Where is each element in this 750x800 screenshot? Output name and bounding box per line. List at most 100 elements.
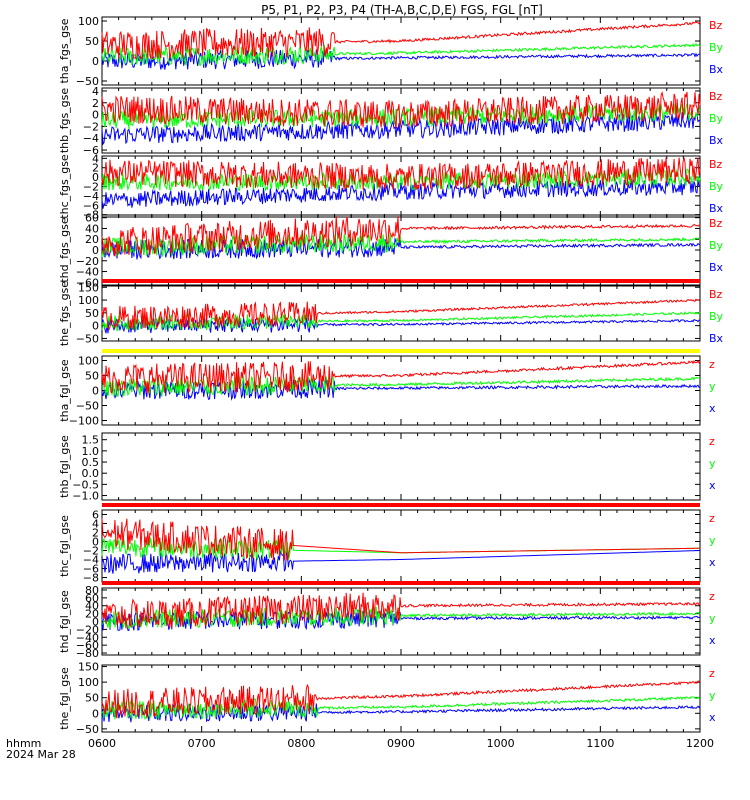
y-tick-label: 0 <box>92 616 99 629</box>
x-tick-label: 1200 <box>686 737 714 750</box>
legend-entry-bx: Bx <box>709 63 724 76</box>
y-tick-label: −8 <box>83 572 99 585</box>
y-tick-label: −40 <box>76 631 99 644</box>
y-tick-label: −2 <box>83 120 99 133</box>
y-tick-label: −20 <box>76 623 99 636</box>
y-tick-label: 0 <box>92 707 99 720</box>
y-axis-label: the_fgs_gse <box>58 281 71 346</box>
y-tick-label: −50 <box>76 332 99 345</box>
y-tick-label: −80 <box>76 647 99 660</box>
y-tick-label: −1.0 <box>72 490 99 503</box>
y-axis-label: tha_fgl_gse <box>58 359 71 422</box>
y-tick-label: 50 <box>85 35 99 48</box>
y-tick-label: 40 <box>85 222 99 235</box>
x-tick-label: 1000 <box>487 737 515 750</box>
y-tick-label: −2 <box>83 181 99 194</box>
y-tick-label: 2 <box>92 97 99 110</box>
y-tick-label: 150 <box>78 661 99 674</box>
panel-frame <box>101 509 701 583</box>
time-axis-label: hhmm <box>6 737 41 750</box>
series-y <box>101 696 701 720</box>
legend-entry-bz: Bz <box>709 158 723 171</box>
series-x <box>101 550 700 574</box>
x-tick-label: 0800 <box>287 737 315 750</box>
series-z <box>101 680 701 719</box>
time-axis-date: 2024 Mar 28 <box>6 748 76 761</box>
series-y <box>101 311 701 332</box>
series-z <box>101 90 701 129</box>
x-tick-label: 0600 <box>88 737 116 750</box>
y-tick-label: 50 <box>85 692 99 705</box>
x-tick-label: 0900 <box>387 737 415 750</box>
y-tick-label: −6 <box>83 199 99 212</box>
y-tick-label: 0.5 <box>82 456 100 469</box>
series-z <box>101 216 701 257</box>
y-tick-label: 50 <box>85 370 99 383</box>
legend-entry-by: By <box>709 112 724 125</box>
y-tick-label: 1.5 <box>82 434 100 447</box>
y-tick-label: 0 <box>92 320 99 333</box>
y-tick-label: −8 <box>83 209 99 222</box>
legend-entry-bz: Bz <box>709 288 723 301</box>
y-axis-label: thb_fgl_gse <box>58 435 71 498</box>
y-tick-label: −4 <box>83 554 99 567</box>
series-y <box>101 42 701 66</box>
panel-frame <box>101 432 701 501</box>
series-y <box>101 167 701 193</box>
plot-title: P5, P1, P2, P3, P4 (TH-A,B,C,D,E) FGS, F… <box>261 3 543 17</box>
y-axis-label: thc_fgs_gse <box>58 154 71 219</box>
y-tick-label: 100 <box>78 294 99 307</box>
legend-entry-bz: Bz <box>709 90 723 103</box>
y-tick-label: −60 <box>76 639 99 652</box>
y-tick-label: 0 <box>92 385 99 398</box>
y-tick-label: 0.0 <box>82 467 100 480</box>
y-tick-label: 100 <box>78 355 99 368</box>
y-tick-label: 20 <box>85 233 99 246</box>
y-axis-label: tha_fgs_gse <box>58 18 71 83</box>
series-z <box>101 298 701 331</box>
status-bar-red <box>102 581 700 585</box>
y-tick-label: 60 <box>85 212 99 225</box>
y-tick-label: 80 <box>85 584 99 597</box>
legend-entry-z: z <box>709 512 715 525</box>
legend-entry-bz: Bz <box>709 19 723 32</box>
y-tick-label: −6 <box>83 563 99 576</box>
panel-frame <box>101 16 701 86</box>
y-tick-label: 0 <box>92 244 99 257</box>
legend-entry-bx: Bx <box>709 332 724 345</box>
legend-entry-x: x <box>709 402 716 415</box>
series-y <box>101 606 701 630</box>
legend-entry-y: y <box>709 689 716 702</box>
legend-entry-z: z <box>709 667 715 680</box>
legend-entry-x: x <box>709 556 716 569</box>
y-tick-label: 6 <box>92 509 99 522</box>
legend-entry-bx: Bx <box>709 261 724 274</box>
y-tick-label: −4 <box>83 190 99 203</box>
y-tick-label: 60 <box>85 592 99 605</box>
legend-entry-x: x <box>709 479 716 492</box>
y-tick-label: 20 <box>85 608 99 621</box>
series-z <box>101 21 701 60</box>
x-tick-label: 0700 <box>188 737 216 750</box>
legend-entry-y: y <box>709 534 716 547</box>
x-tick-label: 1100 <box>586 737 614 750</box>
legend-entry-by: By <box>709 41 724 54</box>
legend-entry-by: By <box>709 180 724 193</box>
y-tick-label: 1.0 <box>82 445 100 458</box>
y-tick-label: 0 <box>92 536 99 549</box>
legend-entry-by: By <box>709 239 724 252</box>
y-tick-label: 150 <box>78 281 99 294</box>
series-y <box>101 232 701 258</box>
status-bar-yellow <box>102 349 700 353</box>
y-tick-label: 50 <box>85 307 99 320</box>
legend-entry-by: By <box>709 310 724 323</box>
panel-frame <box>101 285 701 342</box>
